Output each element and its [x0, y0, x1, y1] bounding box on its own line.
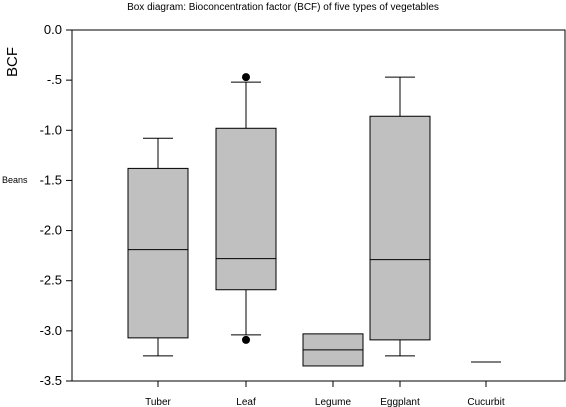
y-tick-label: -2.0: [40, 223, 62, 238]
y-tick-label: -1.5: [40, 172, 62, 187]
y-tick-label: -2.5: [40, 273, 62, 288]
x-tick-label: Cucurbit: [467, 397, 504, 407]
x-tick-label: Legume: [315, 397, 352, 407]
box-tuber: [127, 167, 189, 339]
chart-title: Box diagram: Bioconcentration factor (BC…: [127, 2, 439, 13]
y-tick-label: -3.0: [40, 323, 62, 338]
x-tick-label: Leaf: [236, 397, 256, 407]
outlier-point: [242, 73, 250, 82]
box-leaf: [215, 127, 277, 291]
x-tick-label: Eggplant: [380, 397, 420, 407]
outlier-point: [242, 335, 250, 344]
y-tick-label: -3.5: [40, 373, 62, 388]
y-tick-label: -.5: [47, 72, 62, 87]
y-tick-label: -1.0: [40, 122, 62, 137]
y-tick-label: 0.0: [44, 22, 62, 37]
x-tick-label: Tuber: [145, 397, 171, 407]
beans-label: Beans: [2, 175, 28, 185]
plot-frame: [71, 29, 566, 382]
box-eggplant: [369, 115, 431, 341]
y-axis-label: BCF: [4, 47, 21, 77]
